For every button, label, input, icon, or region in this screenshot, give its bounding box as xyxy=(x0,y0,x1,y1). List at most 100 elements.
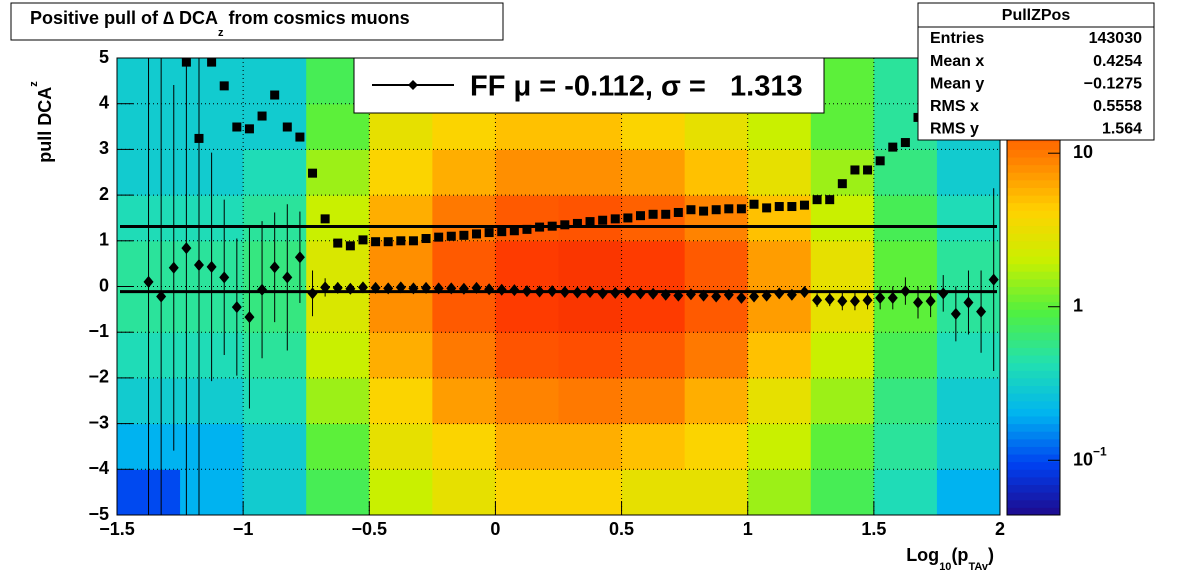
palette-band xyxy=(1007,248,1060,257)
palette-band xyxy=(1007,446,1060,455)
palette-band xyxy=(1007,149,1060,158)
heat-cell xyxy=(936,377,1000,425)
heat-cell xyxy=(243,149,307,196)
heat-cell xyxy=(747,240,812,287)
y-tick-label: 5 xyxy=(99,47,109,67)
sigma-point xyxy=(181,58,191,67)
y-tick-label: 1 xyxy=(99,230,109,250)
palette-band xyxy=(1007,408,1060,417)
z-tick-label: 10−1 xyxy=(1073,444,1107,469)
palette-band xyxy=(1007,309,1060,318)
palette-band xyxy=(1007,499,1060,508)
title-box xyxy=(10,2,504,41)
heat-cell xyxy=(810,423,875,470)
x-tick-label: 0.5 xyxy=(609,519,634,539)
heat-cell xyxy=(747,469,812,515)
heat-cell xyxy=(369,423,433,470)
heat-cell xyxy=(873,377,938,425)
sigma-point xyxy=(270,90,280,100)
mean-point xyxy=(408,282,419,295)
heat-cell xyxy=(873,195,938,242)
mean-point xyxy=(383,282,394,295)
y-axis-label: pull DCAz xyxy=(28,81,55,163)
heat-cell xyxy=(432,377,496,425)
heat-cell xyxy=(432,469,496,515)
sigma-point xyxy=(585,217,595,227)
heat-cell xyxy=(873,332,938,379)
sigma-point xyxy=(383,237,393,247)
heat-cell xyxy=(180,469,244,515)
heat-cell xyxy=(684,423,749,470)
sigma-point xyxy=(749,199,759,209)
mean-point xyxy=(635,287,646,300)
sigma-point xyxy=(560,220,570,230)
sigma-point xyxy=(623,213,633,223)
mean-point xyxy=(824,293,835,306)
heat-cell xyxy=(369,195,433,242)
mean-point xyxy=(925,295,936,308)
x-tick-label: 1 xyxy=(743,519,753,539)
mean-point xyxy=(988,273,999,286)
sigma-point xyxy=(711,205,721,215)
palette-band xyxy=(1007,263,1060,272)
sigma-point xyxy=(635,211,645,221)
heat-cell xyxy=(621,149,686,196)
heat-cell xyxy=(747,423,812,470)
sigma-point xyxy=(673,207,683,217)
mean-point xyxy=(395,281,406,294)
sigma-point xyxy=(799,200,809,210)
y-tick-label: 2 xyxy=(99,184,109,204)
palette-band xyxy=(1007,347,1060,356)
sigma-point xyxy=(320,214,330,224)
heat-cell xyxy=(432,423,496,470)
mean-point xyxy=(156,290,167,303)
stats-value: 1.564 xyxy=(1102,121,1142,138)
y-tick-label: 3 xyxy=(99,138,109,158)
mean-point xyxy=(143,275,154,288)
heat-cell xyxy=(306,332,370,379)
heat-cell xyxy=(306,195,370,242)
sigma-point xyxy=(686,205,696,215)
y-tick-label: −3 xyxy=(88,412,109,432)
sigma-point xyxy=(522,224,532,234)
sigma-point xyxy=(194,133,204,143)
mean-point xyxy=(976,305,987,318)
palette-band xyxy=(1007,217,1060,227)
z-tick-base: 10 xyxy=(1073,449,1093,469)
sigma-point xyxy=(396,236,406,246)
palette-band xyxy=(1007,294,1060,303)
palette-band xyxy=(1007,141,1060,150)
mean-point xyxy=(181,242,192,255)
mean-point xyxy=(799,285,810,298)
sigma-point xyxy=(446,231,456,241)
sigma-point xyxy=(459,230,469,240)
sigma-point xyxy=(610,214,620,224)
mean-point xyxy=(345,282,356,295)
sigma-point xyxy=(345,241,355,251)
mean-point xyxy=(723,288,734,301)
heat-cell xyxy=(495,423,559,470)
sigma-point xyxy=(648,209,658,219)
x-tick-label: −1.5 xyxy=(99,519,135,539)
heat-cell xyxy=(558,149,623,196)
heat-cell xyxy=(432,240,496,287)
mean-point xyxy=(572,286,583,299)
heat-cell xyxy=(243,377,307,425)
legend-text: FF μ = -0.112, σ = 1.313 xyxy=(470,71,803,103)
mean-point xyxy=(257,283,268,296)
sigma-point xyxy=(308,168,318,178)
mean-point xyxy=(370,281,381,294)
palette-band xyxy=(1007,454,1060,463)
mean-point xyxy=(673,289,684,302)
y-tick-label: −1 xyxy=(88,321,109,341)
heat-cell xyxy=(495,377,559,425)
heat-cell xyxy=(621,332,686,379)
heat-cell xyxy=(369,377,433,425)
palette-band xyxy=(1007,278,1060,287)
heat-cell xyxy=(432,149,496,196)
palette-band xyxy=(1007,431,1060,440)
stats-key: RMS y xyxy=(930,121,979,138)
mean-point xyxy=(219,271,230,284)
heat-cell xyxy=(558,423,623,470)
stats-frame xyxy=(917,2,1155,141)
